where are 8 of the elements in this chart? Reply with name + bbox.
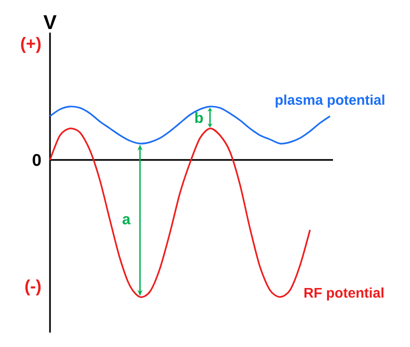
text: 0: [32, 154, 41, 166]
annotation: a: [122, 216, 131, 224]
annotation: b: [195, 112, 203, 124]
series-label: plasma potential: [276, 94, 384, 108]
text: (-): [25, 279, 41, 296]
series-label: RF potential: [304, 287, 384, 301]
y-axis-title: V: [43, 15, 57, 30]
text: (+): [21, 36, 41, 53]
